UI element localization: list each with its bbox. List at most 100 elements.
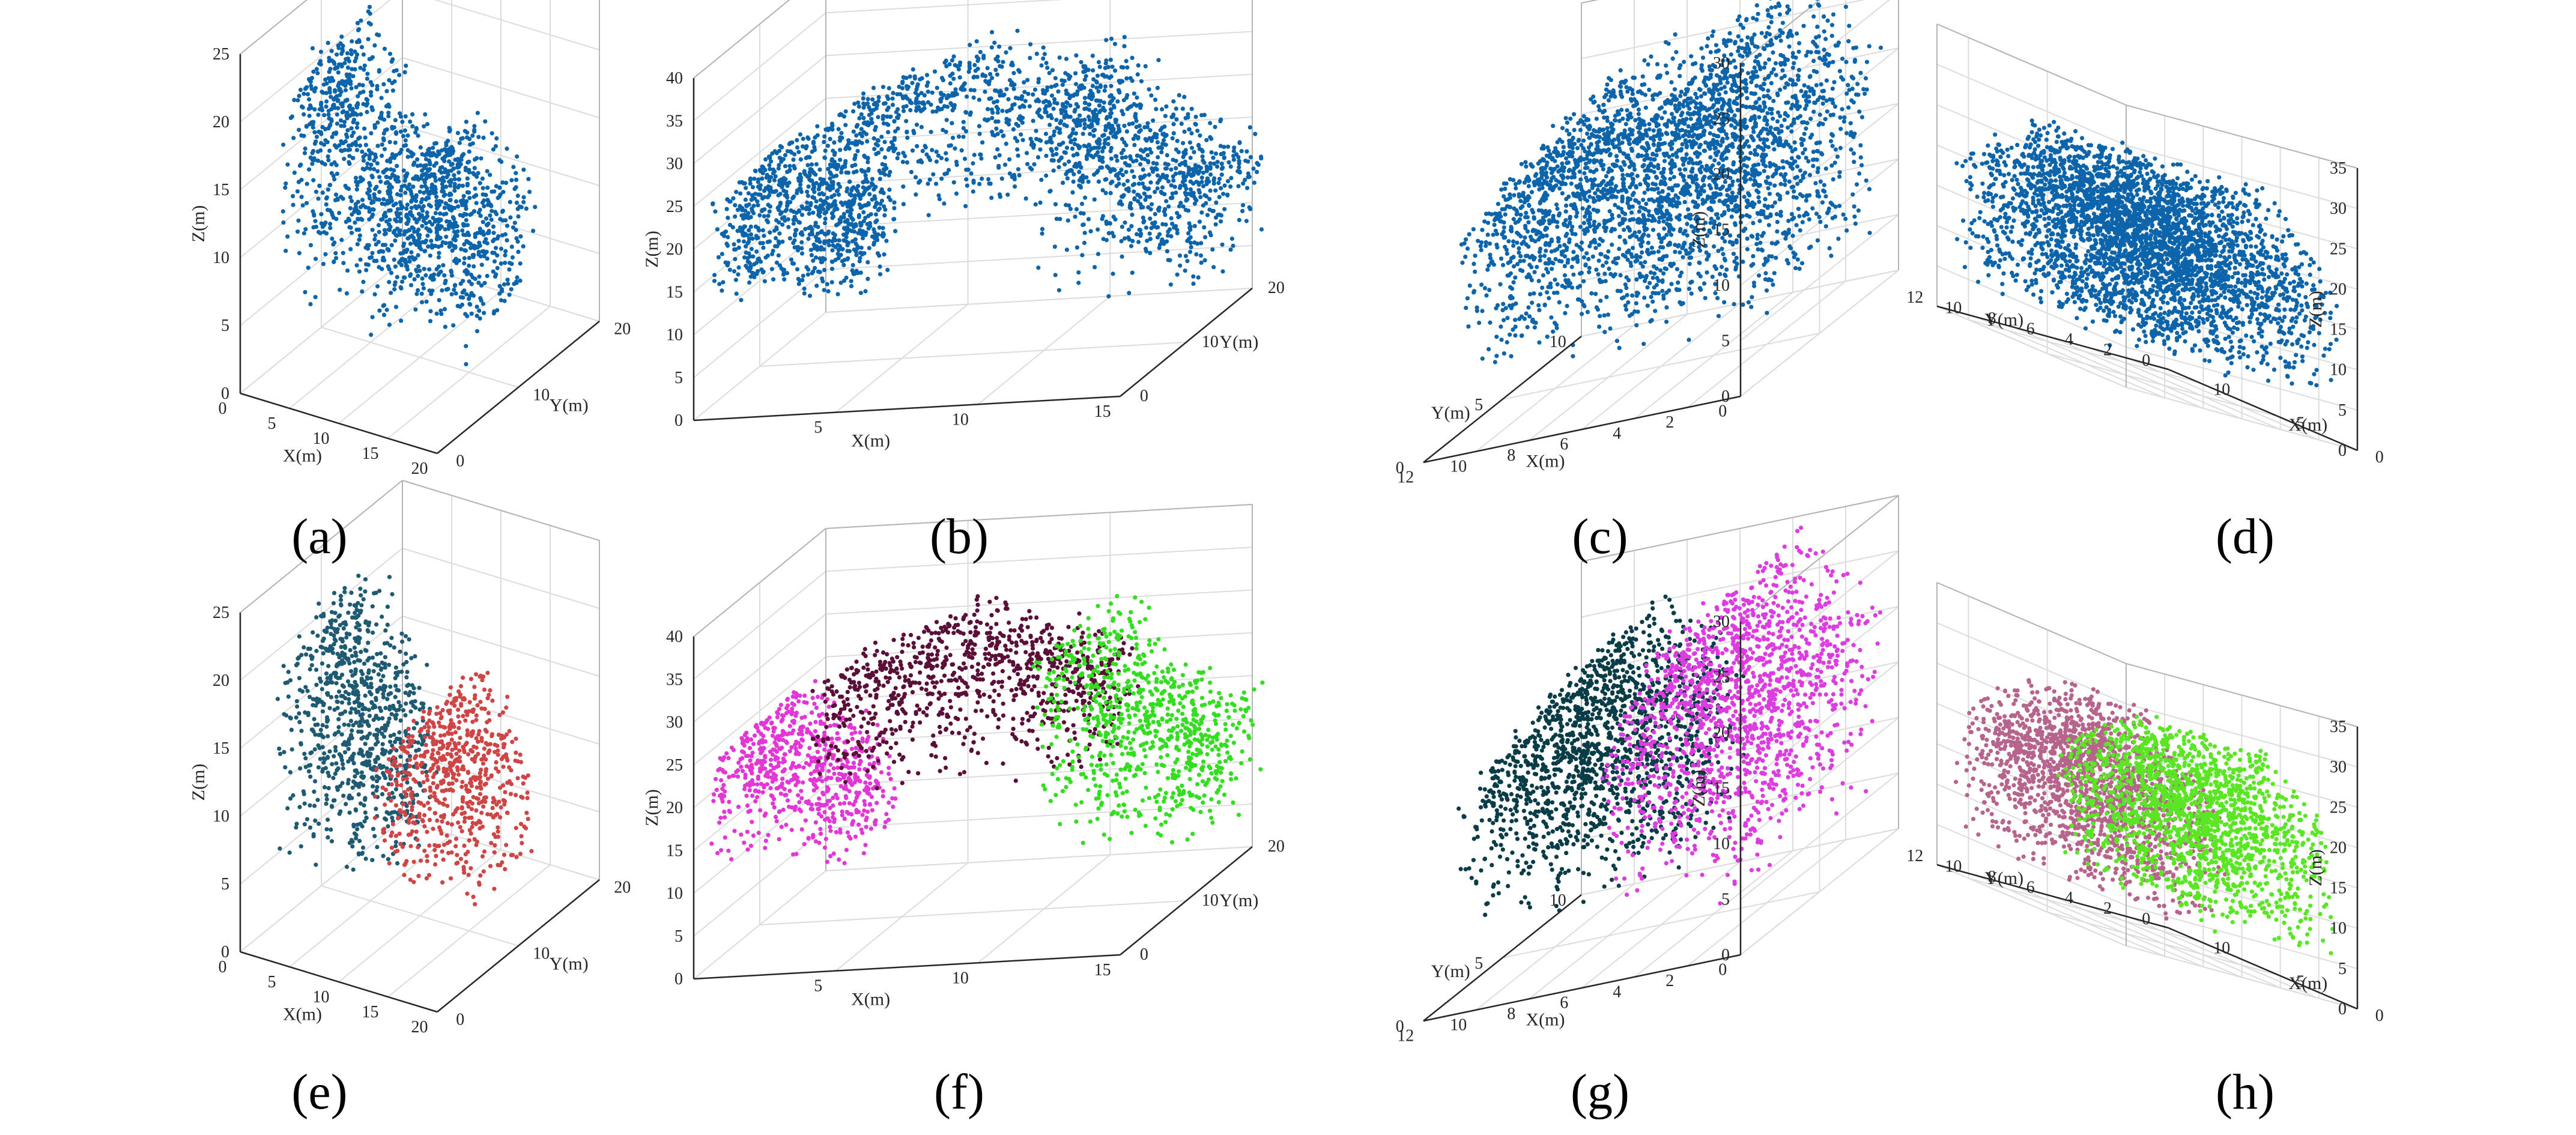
data-point bbox=[763, 157, 768, 162]
data-point bbox=[855, 246, 860, 250]
data-point bbox=[974, 54, 979, 59]
data-point bbox=[1060, 82, 1065, 87]
data-point bbox=[847, 228, 852, 232]
data-point bbox=[813, 265, 817, 270]
data-point bbox=[448, 183, 453, 188]
data-point bbox=[1539, 146, 1544, 151]
data-point bbox=[398, 193, 403, 198]
data-point bbox=[1150, 166, 1154, 171]
data-point bbox=[1071, 127, 1076, 132]
data-point bbox=[440, 186, 445, 190]
data-point bbox=[987, 96, 992, 101]
data-point bbox=[382, 117, 387, 122]
data-point bbox=[945, 104, 950, 109]
data-point bbox=[869, 117, 874, 121]
data-point bbox=[1201, 203, 1205, 208]
data-point bbox=[811, 141, 816, 146]
data-point bbox=[1148, 250, 1153, 255]
data-point bbox=[362, 67, 366, 72]
data-point bbox=[508, 215, 513, 220]
data-point bbox=[926, 89, 930, 94]
data-point bbox=[1049, 140, 1054, 145]
data-point bbox=[386, 247, 391, 252]
data-point bbox=[847, 199, 852, 204]
data-point bbox=[1597, 135, 1602, 139]
data-point bbox=[1220, 165, 1225, 170]
data-point bbox=[500, 233, 505, 238]
data-point bbox=[1188, 240, 1193, 246]
data-point bbox=[952, 103, 957, 107]
data-point bbox=[1094, 170, 1099, 175]
data-point bbox=[425, 196, 429, 201]
data-point bbox=[446, 139, 450, 144]
data-point bbox=[1115, 173, 1120, 178]
data-point bbox=[333, 88, 338, 92]
data-point bbox=[1068, 133, 1073, 138]
data-point bbox=[360, 166, 365, 171]
data-point bbox=[777, 156, 782, 160]
data-point bbox=[375, 83, 380, 88]
data-point bbox=[393, 118, 398, 123]
data-point bbox=[432, 219, 437, 224]
data-point bbox=[1086, 217, 1091, 222]
data-point bbox=[328, 183, 333, 187]
data-point bbox=[1086, 180, 1091, 184]
data-point bbox=[461, 232, 466, 237]
z-tick-label: 15 bbox=[666, 283, 683, 301]
data-point bbox=[1051, 168, 1056, 173]
data-point bbox=[439, 312, 444, 316]
data-point bbox=[326, 109, 331, 114]
data-point bbox=[423, 163, 429, 168]
data-point bbox=[858, 256, 862, 261]
data-point bbox=[1226, 144, 1231, 149]
data-point bbox=[369, 255, 374, 260]
data-point bbox=[1013, 136, 1017, 141]
data-point bbox=[961, 135, 966, 139]
data-point bbox=[325, 140, 330, 145]
data-point bbox=[399, 318, 404, 323]
data-point bbox=[1226, 160, 1231, 165]
data-point bbox=[1079, 83, 1084, 88]
data-point bbox=[492, 259, 497, 264]
data-point bbox=[1103, 84, 1108, 89]
x-tick-label: 5 bbox=[814, 419, 822, 437]
data-point bbox=[499, 246, 504, 251]
data-point bbox=[1187, 127, 1192, 132]
data-point bbox=[880, 162, 885, 166]
data-point bbox=[963, 129, 969, 134]
data-point bbox=[353, 175, 359, 180]
data-point bbox=[1587, 270, 1592, 274]
data-point bbox=[1103, 190, 1108, 195]
data-point bbox=[1219, 186, 1223, 191]
data-point bbox=[348, 107, 353, 112]
data-point bbox=[1537, 340, 1542, 345]
data-point bbox=[1054, 82, 1059, 88]
data-point bbox=[395, 213, 399, 217]
data-point bbox=[838, 157, 843, 162]
data-point bbox=[1480, 228, 1485, 232]
data-point bbox=[983, 89, 987, 94]
data-point bbox=[422, 190, 426, 195]
data-point bbox=[477, 308, 482, 313]
data-point bbox=[1602, 271, 1607, 276]
data-point bbox=[1643, 259, 1647, 265]
data-point bbox=[1521, 190, 1526, 195]
data-point bbox=[1138, 162, 1143, 167]
data-point bbox=[285, 162, 290, 167]
data-point bbox=[1650, 97, 1655, 102]
data-point bbox=[483, 193, 488, 198]
data-point bbox=[1039, 115, 1044, 120]
data-point bbox=[1038, 147, 1043, 152]
data-point bbox=[1508, 332, 1512, 337]
data-point bbox=[774, 218, 779, 223]
data-point bbox=[841, 226, 846, 231]
data-point bbox=[836, 247, 841, 252]
data-point bbox=[1598, 298, 1603, 303]
data-point bbox=[901, 104, 906, 109]
data-point bbox=[468, 246, 473, 250]
data-point bbox=[1183, 116, 1188, 121]
data-point bbox=[829, 157, 834, 162]
data-point bbox=[857, 116, 862, 121]
data-point bbox=[1193, 115, 1198, 120]
data-point bbox=[795, 248, 801, 253]
